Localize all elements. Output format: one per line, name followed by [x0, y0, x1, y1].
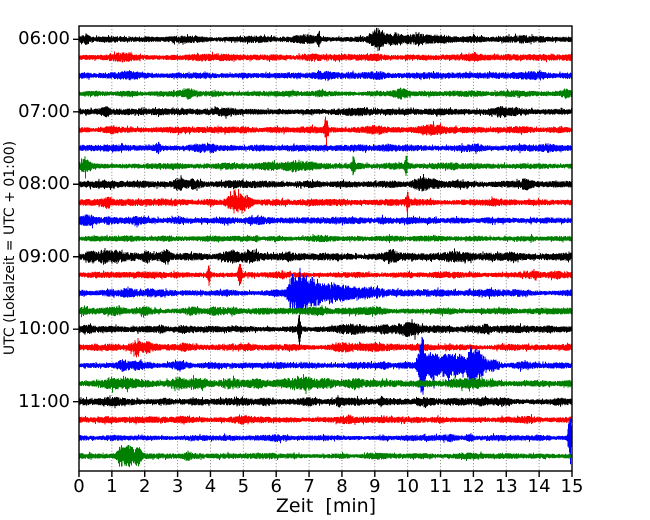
x-tick-label-8: 8: [336, 476, 348, 497]
x-tick-label-5: 5: [237, 476, 250, 497]
y-tick-label-0600: 06:00: [18, 28, 70, 50]
x-tick-label-3: 3: [171, 476, 184, 497]
x-tick-label-14: 14: [527, 476, 551, 497]
y-tick-label-0800: 08:00: [18, 173, 70, 195]
x-tick-label-1: 1: [106, 476, 118, 497]
x-tick-label-4: 4: [204, 476, 217, 497]
x-tick-label-9: 9: [369, 476, 381, 497]
x-tick-label-12: 12: [461, 476, 485, 497]
x-tick-label-11: 11: [429, 476, 452, 497]
x-tick-label-2: 2: [138, 476, 151, 497]
x-tick-label-13: 13: [494, 476, 518, 497]
y-tick-label-1000: 10:00: [18, 318, 70, 340]
y-tick-label-0700: 07:00: [18, 100, 70, 122]
y-tick-label-1100: 11:00: [18, 390, 70, 412]
y-tick-label-0900: 09:00: [18, 245, 70, 267]
x-tick-label-6: 6: [270, 476, 282, 497]
y-axis-label: UTC (Lokalzeit = UTC + 01:00): [2, 140, 18, 356]
x-tick-label-15: 15: [560, 476, 584, 497]
x-tick-label-0: 0: [73, 476, 85, 497]
x-tick-label-7: 7: [303, 476, 315, 497]
x-tick-label-10: 10: [396, 476, 420, 497]
x-axis-label: Zeit [min]: [275, 495, 377, 517]
